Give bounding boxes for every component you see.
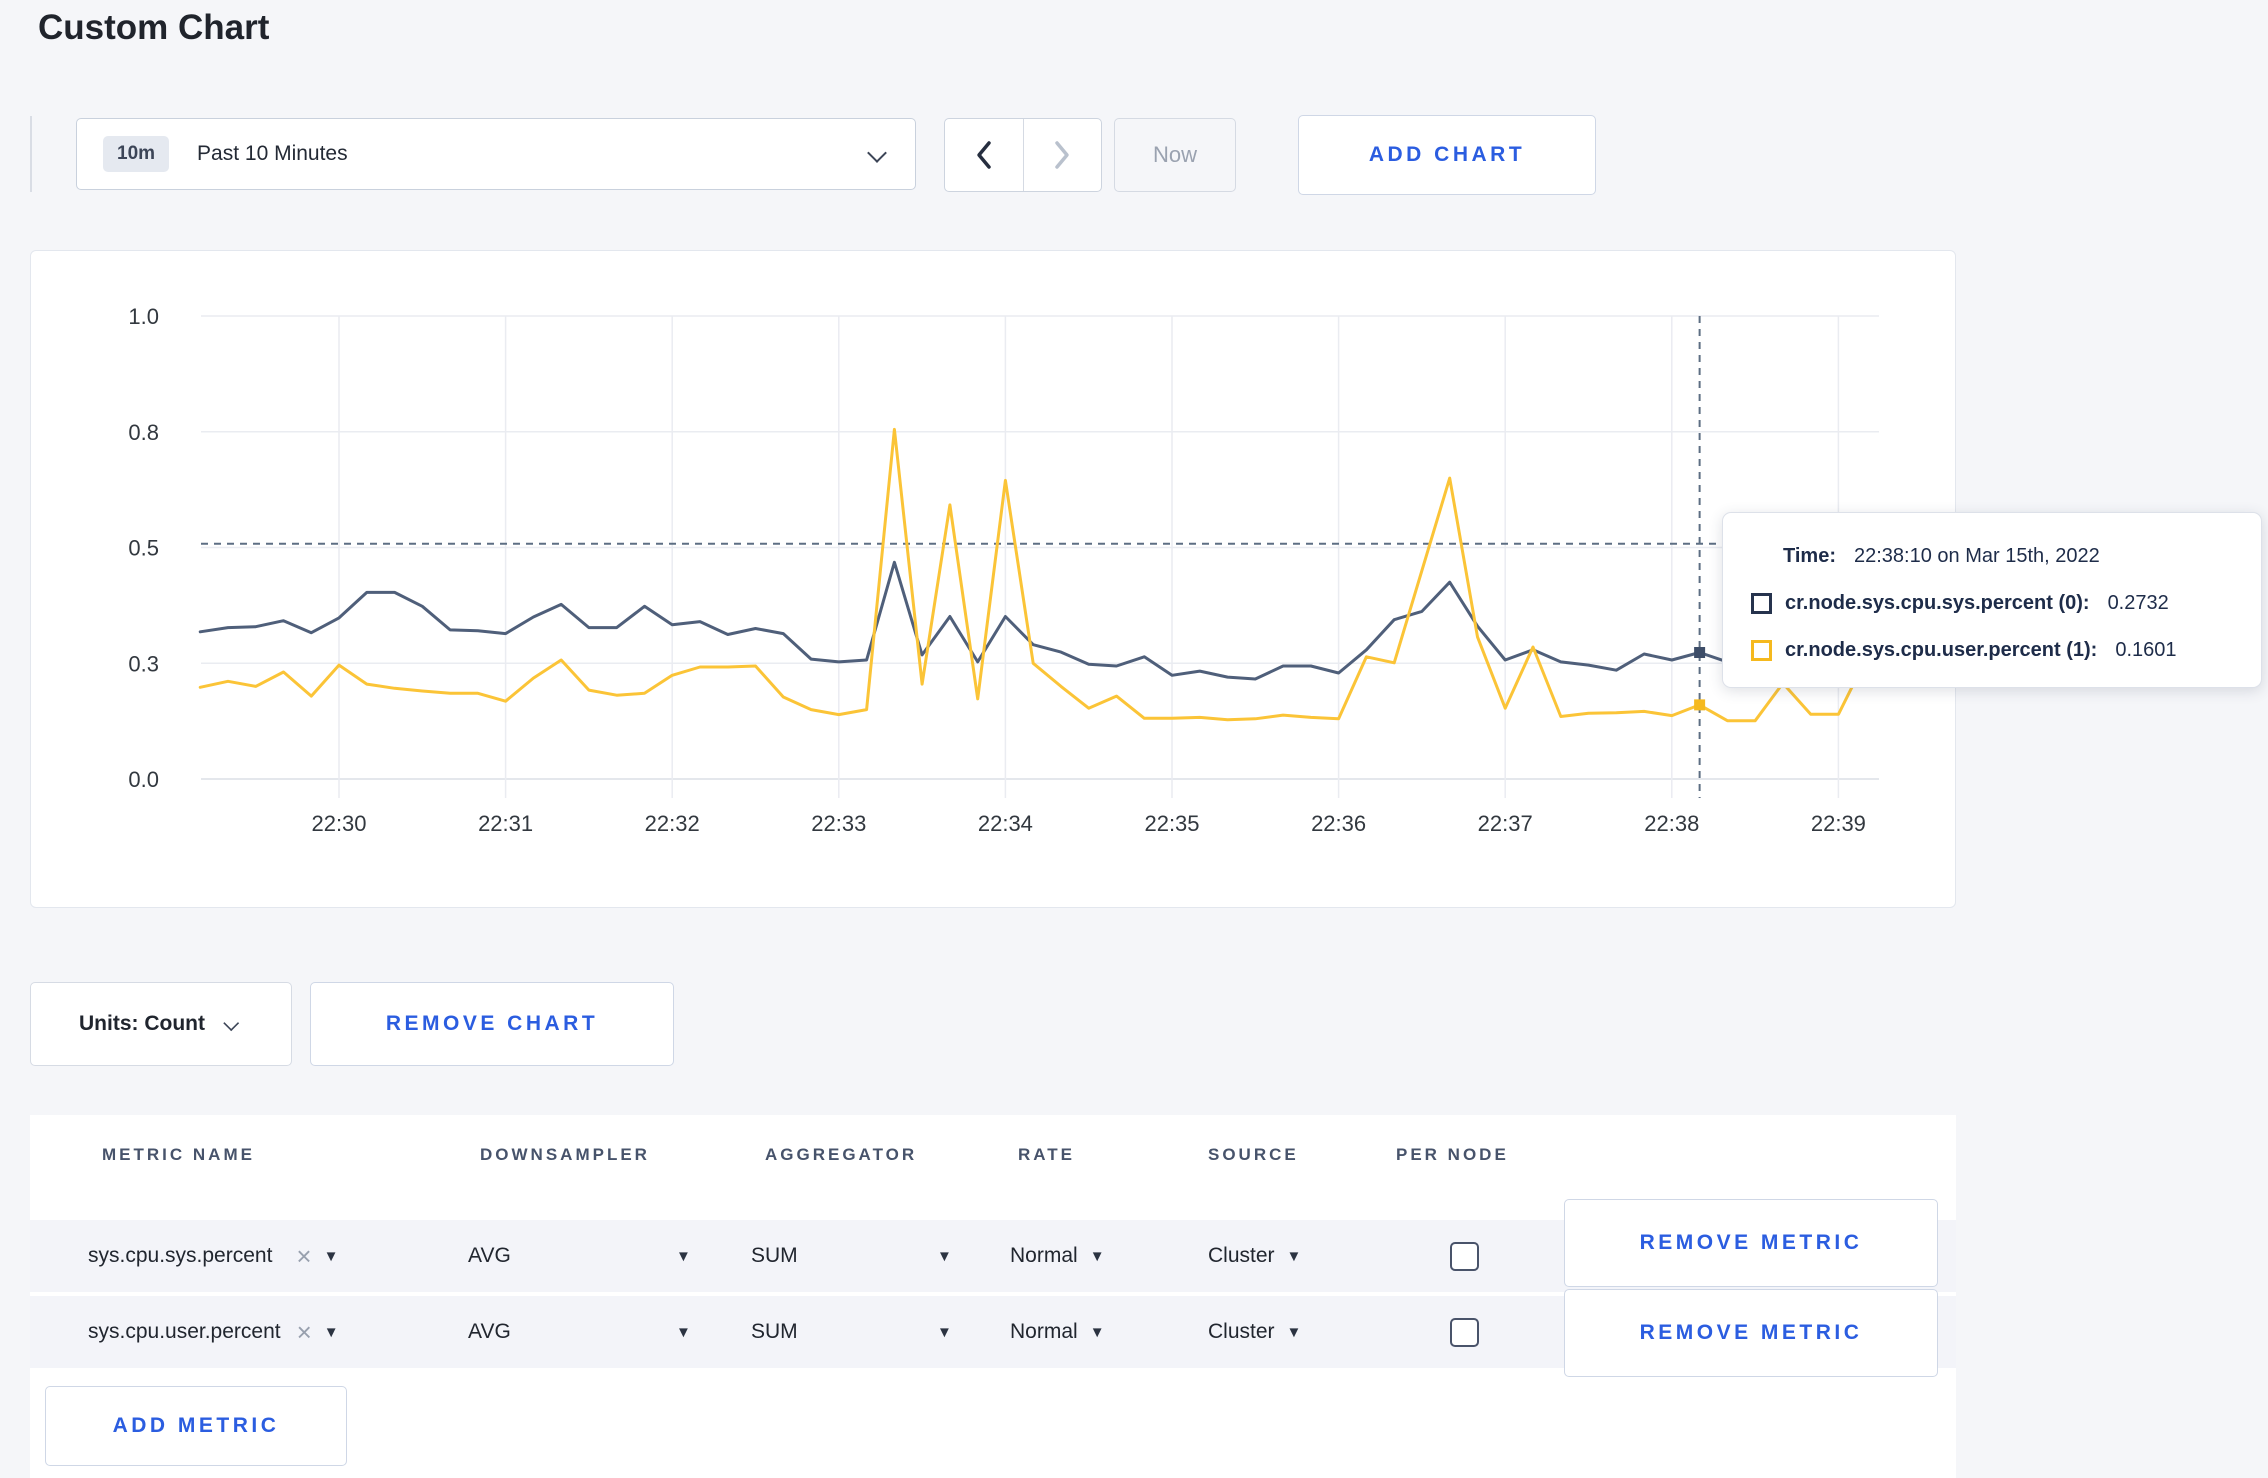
next-time-button[interactable] (1024, 119, 1102, 191)
chart-canvas[interactable]: 0.0 0.3 0.5 0.8 1.0 22:30 22:31 22:32 22:33 22:34… (31, 251, 1954, 906)
tooltip-time-label: Time: (1783, 545, 1836, 567)
col-header-aggregator: AGGREGATOR (765, 1145, 918, 1164)
svg-text:0.5: 0.5 (128, 536, 159, 561)
svg-text:22:31: 22:31 (478, 811, 533, 836)
source-select[interactable]: Cluster ▼ (1208, 1320, 1302, 1343)
col-header-metric-name: METRIC NAME (102, 1145, 255, 1164)
tooltip-user-value: 0.1601 (2115, 639, 2177, 661)
tooltip-sys-label: cr.node.sys.cpu.sys.percent (0): (1785, 592, 2090, 614)
downsampler-select[interactable]: AVG ▼ (468, 1244, 691, 1267)
time-range-label: Past 10 Minutes (197, 142, 348, 165)
time-range-dropdown[interactable]: 10m Past 10 Minutes (76, 118, 916, 190)
svg-text:1.0: 1.0 (128, 304, 159, 329)
units-label: Units: Count (79, 1012, 205, 1035)
svg-text:0.3: 0.3 (128, 651, 159, 676)
tooltip-time-value: 22:38:10 on Mar 15th, 2022 (1853, 545, 2100, 567)
metric-name-select[interactable]: sys.cpu.user.percent × ▼ (88, 1317, 339, 1347)
chart-panel: 0.0 0.3 0.5 0.8 1.0 22:30 22:31 22:32 22:33 22:34… (30, 250, 1956, 908)
svg-text:22:37: 22:37 (1478, 811, 1533, 836)
col-header-source: SOURCE (1208, 1145, 1299, 1164)
downsampler-select[interactable]: AVG ▼ (468, 1320, 691, 1343)
svg-text:22:35: 22:35 (1144, 811, 1199, 836)
remove-chart-button[interactable]: REMOVE CHART (310, 982, 674, 1066)
per-node-checkbox[interactable] (1450, 1317, 1479, 1347)
chart-tooltip: Time: 22:38:10 on Mar 15th, 2022 cr.node… (1722, 512, 2262, 688)
caret-down-icon: ▼ (323, 1247, 339, 1265)
chevron-down-icon (867, 143, 889, 165)
remove-tag-icon[interactable]: × (296, 1317, 312, 1347)
time-pager (944, 118, 1102, 192)
caret-down-icon: ▼ (1286, 1247, 1302, 1265)
sys-series-swatch-icon (1751, 593, 1772, 614)
tooltip-sys-value: 0.2732 (2107, 592, 2169, 614)
svg-text:22:33: 22:33 (811, 811, 866, 836)
caret-down-icon: ▼ (937, 1247, 952, 1265)
chevron-down-icon (223, 1015, 241, 1033)
toolbar-divider (30, 116, 32, 192)
aggregator-select[interactable]: SUM ▼ (751, 1244, 952, 1267)
page-title: Custom Chart (38, 8, 270, 47)
svg-text:22:32: 22:32 (645, 811, 700, 836)
caret-down-icon: ▼ (676, 1247, 691, 1265)
metric-name-select[interactable]: sys.cpu.sys.percent × ▼ (88, 1241, 339, 1271)
svg-text:22:34: 22:34 (978, 811, 1033, 836)
col-header-per-node: PER NODE (1396, 1145, 1509, 1164)
remove-metric-button[interactable]: REMOVE METRIC (1564, 1199, 1938, 1287)
per-node-cell (1450, 1296, 1479, 1368)
add-chart-button[interactable]: ADD CHART (1298, 115, 1596, 195)
per-node-cell (1450, 1220, 1479, 1292)
svg-text:22:38: 22:38 (1644, 811, 1699, 836)
caret-down-icon: ▼ (323, 1323, 339, 1341)
add-metric-button[interactable]: ADD METRIC (45, 1386, 347, 1466)
caret-down-icon: ▼ (676, 1323, 691, 1341)
svg-text:0.8: 0.8 (128, 420, 159, 445)
units-dropdown[interactable]: Units: Count (30, 982, 292, 1066)
source-select[interactable]: Cluster ▼ (1208, 1244, 1302, 1267)
caret-down-icon: ▼ (1089, 1323, 1105, 1341)
rate-select[interactable]: Normal ▼ (1010, 1244, 1105, 1267)
svg-text:22:39: 22:39 (1811, 811, 1866, 836)
chevron-left-icon (977, 141, 991, 169)
svg-text:22:36: 22:36 (1311, 811, 1366, 836)
caret-down-icon: ▼ (1286, 1323, 1302, 1341)
chevron-right-icon (1055, 141, 1069, 169)
time-range-badge: 10m (103, 136, 170, 172)
svg-text:0.0: 0.0 (128, 767, 159, 792)
col-header-rate: RATE (1018, 1145, 1076, 1164)
user-series-swatch-icon (1751, 640, 1772, 661)
caret-down-icon: ▼ (937, 1323, 952, 1341)
col-header-downsampler: DOWNSAMPLER (480, 1145, 650, 1164)
prev-time-button[interactable] (945, 119, 1024, 191)
now-button[interactable]: Now (1114, 118, 1236, 192)
table-row: sys.cpu.sys.percent × ▼ AVG ▼ SUM ▼ Norm… (30, 1199, 1956, 1292)
remove-tag-icon[interactable]: × (296, 1241, 312, 1271)
svg-text:22:30: 22:30 (311, 811, 366, 836)
caret-down-icon: ▼ (1089, 1247, 1105, 1265)
tooltip-user-label: cr.node.sys.cpu.user.percent (1): (1785, 639, 2098, 661)
table-row: sys.cpu.user.percent × ▼ AVG ▼ SUM ▼ Nor… (30, 1289, 1956, 1377)
metrics-table: METRIC NAME DOWNSAMPLER AGGREGATOR RATE … (30, 1115, 1956, 1478)
aggregator-select[interactable]: SUM ▼ (751, 1320, 952, 1343)
remove-metric-button[interactable]: REMOVE METRIC (1564, 1289, 1938, 1377)
per-node-checkbox[interactable] (1450, 1241, 1479, 1271)
rate-select[interactable]: Normal ▼ (1010, 1320, 1105, 1343)
